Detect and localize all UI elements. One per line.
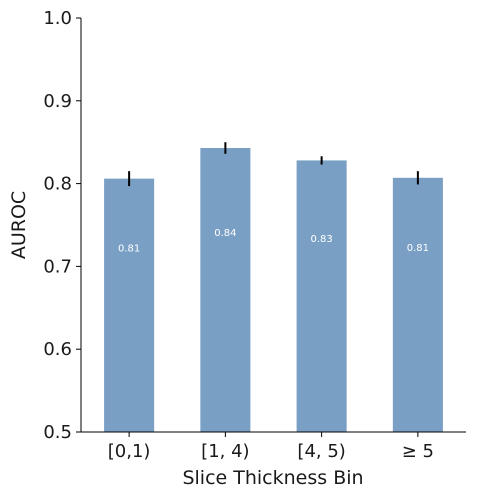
x-tick-label-2: [4, 5)	[297, 441, 345, 462]
y-tick-label-4: 0.9	[43, 91, 72, 112]
bar-value-label-3: 0.81	[407, 243, 429, 254]
x-axis-title: Slice Thickness Bin	[182, 467, 363, 489]
y-axis-title: AUROC	[8, 191, 30, 259]
y-tick-label-5: 1.0	[43, 8, 72, 29]
x-ticks-group: [0,1) [1, 4) [4, 5) ≥ 5	[108, 432, 434, 462]
bars-group	[104, 147, 443, 432]
y-tick-label-1: 0.6	[43, 339, 72, 360]
y-tick-label-2: 0.7	[43, 256, 72, 277]
bar-value-label-2: 0.83	[310, 234, 332, 245]
bar-value-label-1: 0.84	[214, 228, 236, 239]
bar-labels-group: 0.81 0.84 0.83 0.81	[118, 228, 429, 254]
y-ticks-group: 0.5 0.6 0.7 0.8 0.9 1.0	[43, 8, 81, 443]
x-tick-label-3: ≥ 5	[402, 441, 434, 462]
x-tick-label-1: [1, 4)	[201, 441, 249, 462]
y-tick-label-0: 0.5	[43, 422, 72, 443]
bar-0	[104, 178, 155, 432]
bar-2	[296, 160, 347, 432]
x-tick-label-0: [0,1)	[108, 441, 151, 462]
y-tick-label-3: 0.8	[43, 174, 72, 195]
bar-value-label-0: 0.81	[118, 243, 140, 254]
error-bars-group	[128, 142, 419, 187]
bar-1	[200, 147, 251, 432]
bar-3	[392, 177, 443, 432]
